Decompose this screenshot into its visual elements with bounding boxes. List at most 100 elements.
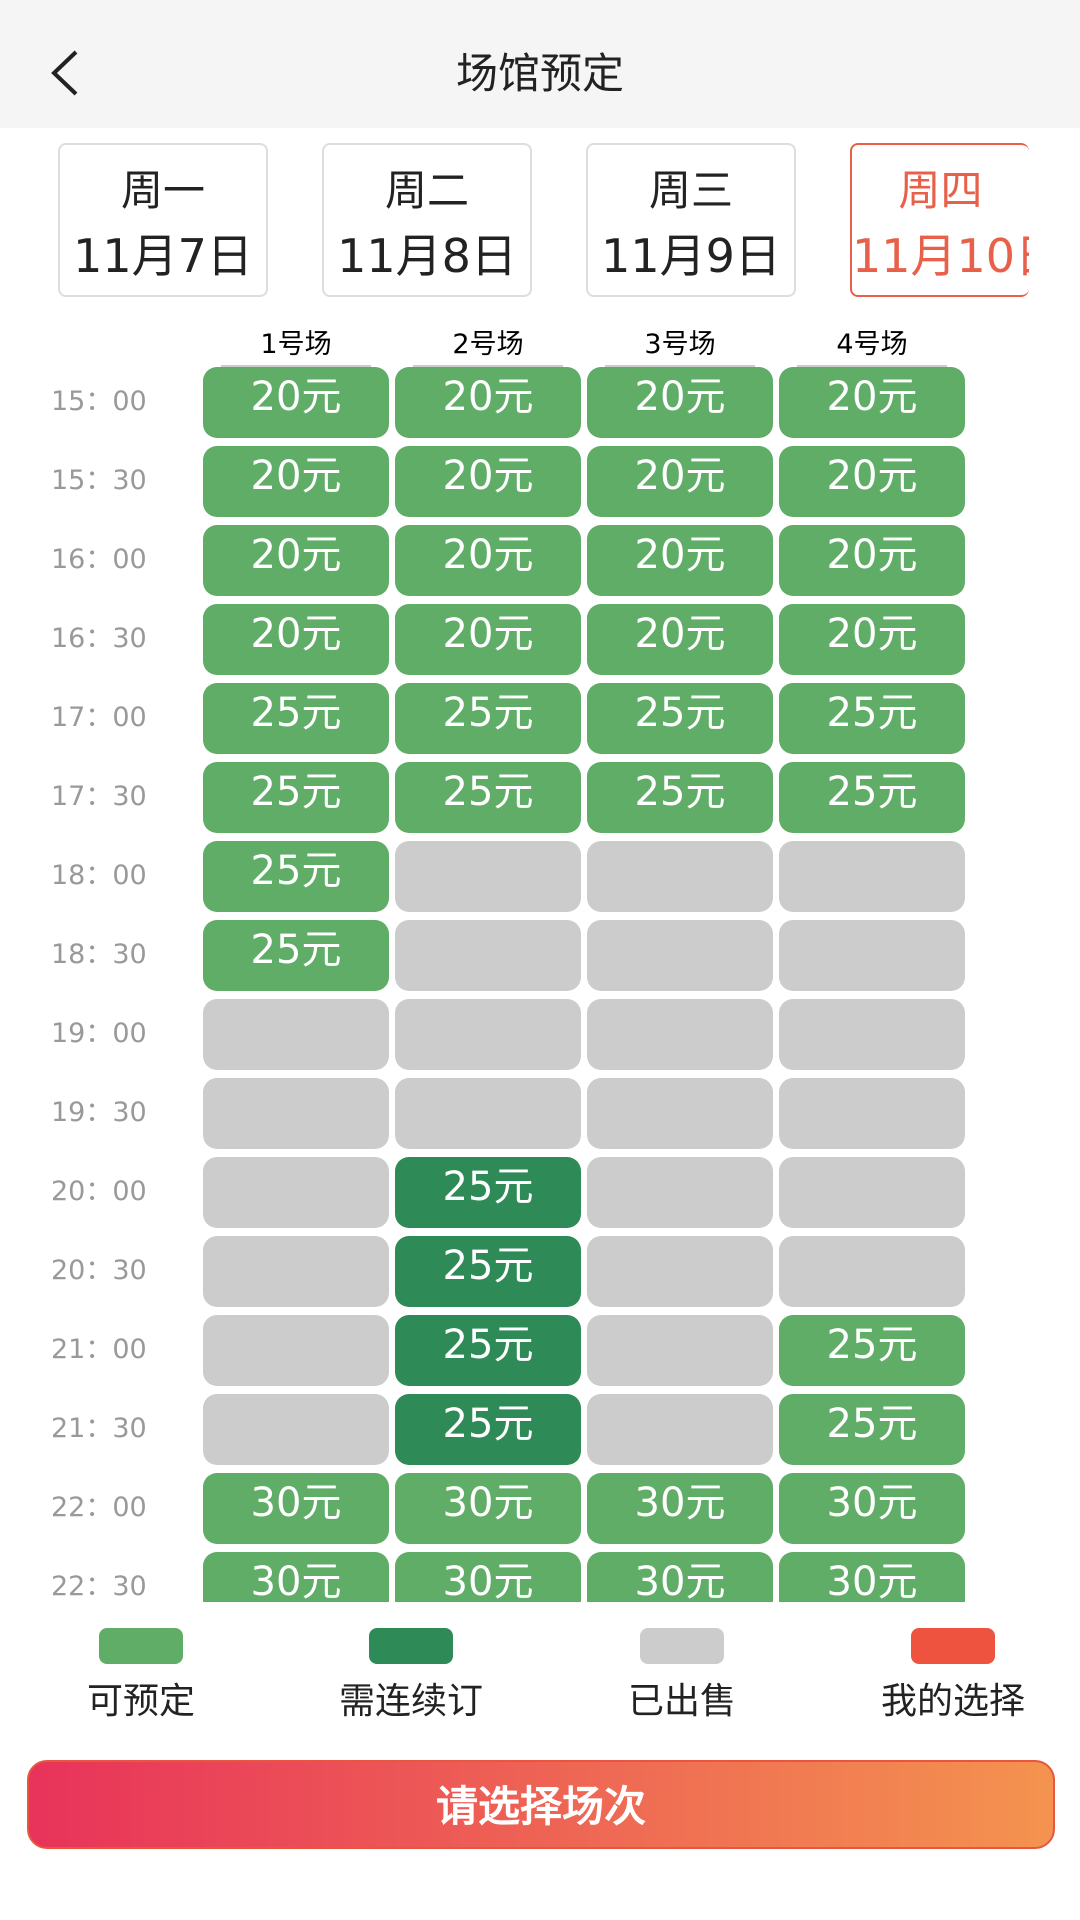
slot[interactable]: 20元 bbox=[779, 446, 965, 517]
slot bbox=[587, 1078, 773, 1149]
legend-label: 我的选择 bbox=[880, 1681, 1025, 1722]
time-label: 16：00 bbox=[51, 544, 147, 575]
slot[interactable]: 25元 bbox=[779, 1315, 965, 1386]
slot[interactable]: 20元 bbox=[203, 604, 389, 675]
back-button[interactable] bbox=[44, 48, 84, 98]
slot[interactable]: 25元 bbox=[395, 683, 581, 754]
slot bbox=[587, 1157, 773, 1228]
weekday: 周四 bbox=[898, 166, 983, 215]
slot bbox=[203, 1394, 389, 1465]
slot[interactable]: 20元 bbox=[203, 367, 389, 438]
slot[interactable]: 25元 bbox=[395, 1315, 581, 1386]
slot[interactable]: 25元 bbox=[779, 762, 965, 833]
slot[interactable]: 25元 bbox=[587, 683, 773, 754]
legend-label: 已出售 bbox=[627, 1681, 736, 1722]
slot[interactable]: 20元 bbox=[395, 446, 581, 517]
legend-swatch bbox=[640, 1628, 724, 1664]
date: 11月9日 bbox=[601, 229, 781, 283]
time-label: 16：30 bbox=[51, 623, 147, 654]
day-tab[interactable]: 周四 11月10日 bbox=[850, 143, 1029, 297]
weekday: 周三 bbox=[648, 166, 733, 215]
slot[interactable]: 30元 bbox=[587, 1552, 773, 1602]
date: 11月8日 bbox=[337, 229, 517, 283]
time-label: 22：30 bbox=[51, 1571, 147, 1602]
time-label: 19：00 bbox=[51, 1018, 147, 1049]
slot[interactable]: 20元 bbox=[587, 446, 773, 517]
slot bbox=[203, 1236, 389, 1307]
date: 11月10日 bbox=[852, 229, 1029, 283]
slot[interactable]: 30元 bbox=[779, 1552, 965, 1602]
slot[interactable]: 25元 bbox=[203, 841, 389, 912]
slot bbox=[203, 1078, 389, 1149]
submit-button[interactable]: 请选择场次 bbox=[27, 1760, 1055, 1849]
slot bbox=[587, 920, 773, 991]
time-label: 15：00 bbox=[51, 386, 147, 417]
slot[interactable]: 25元 bbox=[203, 683, 389, 754]
header: 场馆预定 bbox=[0, 0, 1080, 128]
time-label: 18：30 bbox=[51, 939, 147, 970]
slot[interactable]: 25元 bbox=[395, 1236, 581, 1307]
slot[interactable]: 20元 bbox=[779, 525, 965, 596]
day-tab[interactable]: 周二 11月8日 bbox=[322, 143, 532, 297]
slot[interactable]: 30元 bbox=[587, 1473, 773, 1544]
slot[interactable]: 30元 bbox=[395, 1473, 581, 1544]
slot[interactable]: 20元 bbox=[587, 604, 773, 675]
legend-swatch bbox=[369, 1628, 453, 1664]
time-label: 17：00 bbox=[51, 702, 147, 733]
slot[interactable]: 25元 bbox=[779, 1394, 965, 1465]
slot[interactable]: 25元 bbox=[395, 762, 581, 833]
slot[interactable]: 20元 bbox=[779, 604, 965, 675]
slot[interactable]: 20元 bbox=[395, 525, 581, 596]
court-header: 1号场 bbox=[221, 322, 371, 367]
slot[interactable]: 20元 bbox=[587, 367, 773, 438]
slot[interactable]: 20元 bbox=[395, 604, 581, 675]
day-tab[interactable]: 周一 11月7日 bbox=[58, 143, 268, 297]
slot bbox=[203, 999, 389, 1070]
court-header: 2号场 bbox=[413, 322, 563, 367]
slot[interactable]: 30元 bbox=[395, 1552, 581, 1602]
day-tab[interactable]: 周三 11月9日 bbox=[586, 143, 796, 297]
slot bbox=[395, 841, 581, 912]
slot bbox=[587, 841, 773, 912]
schedule-grid: 15：00 20元 20元 20元 20元 15：30 20元 20元 20元 20元 16：00 2… bbox=[0, 367, 1080, 1602]
weekday: 周二 bbox=[384, 166, 469, 215]
date: 11月7日 bbox=[73, 229, 253, 283]
slot[interactable]: 30元 bbox=[203, 1473, 389, 1544]
slot[interactable]: 30元 bbox=[203, 1552, 389, 1602]
slot[interactable]: 20元 bbox=[203, 446, 389, 517]
time-label: 22：00 bbox=[51, 1492, 147, 1523]
slot bbox=[587, 1236, 773, 1307]
legend-swatch bbox=[911, 1628, 995, 1664]
slot bbox=[395, 999, 581, 1070]
time-label: 21：30 bbox=[51, 1413, 147, 1444]
slot[interactable]: 20元 bbox=[587, 525, 773, 596]
slot[interactable]: 20元 bbox=[779, 367, 965, 438]
slot[interactable]: 30元 bbox=[779, 1473, 965, 1544]
time-label: 21：00 bbox=[51, 1334, 147, 1365]
slot[interactable]: 25元 bbox=[203, 920, 389, 991]
legend-swatch bbox=[99, 1628, 183, 1664]
slot[interactable]: 20元 bbox=[395, 367, 581, 438]
slot[interactable]: 25元 bbox=[395, 1157, 581, 1228]
time-label: 15：30 bbox=[51, 465, 147, 496]
time-label: 18：00 bbox=[51, 860, 147, 891]
slot bbox=[779, 1236, 965, 1307]
slot bbox=[587, 1315, 773, 1386]
slot bbox=[587, 1394, 773, 1465]
slot[interactable]: 25元 bbox=[587, 762, 773, 833]
time-label: 20：00 bbox=[51, 1176, 147, 1207]
time-label: 19：30 bbox=[51, 1097, 147, 1128]
slot[interactable]: 20元 bbox=[203, 525, 389, 596]
slot bbox=[779, 841, 965, 912]
slot bbox=[779, 999, 965, 1070]
legend-label: 可预定 bbox=[86, 1681, 195, 1722]
slot[interactable]: 25元 bbox=[395, 1394, 581, 1465]
slot[interactable]: 25元 bbox=[779, 683, 965, 754]
slot bbox=[779, 1157, 965, 1228]
time-label: 17：30 bbox=[51, 781, 147, 812]
slot bbox=[779, 1078, 965, 1149]
slot[interactable]: 25元 bbox=[203, 762, 389, 833]
slot bbox=[395, 1078, 581, 1149]
slot bbox=[779, 920, 965, 991]
